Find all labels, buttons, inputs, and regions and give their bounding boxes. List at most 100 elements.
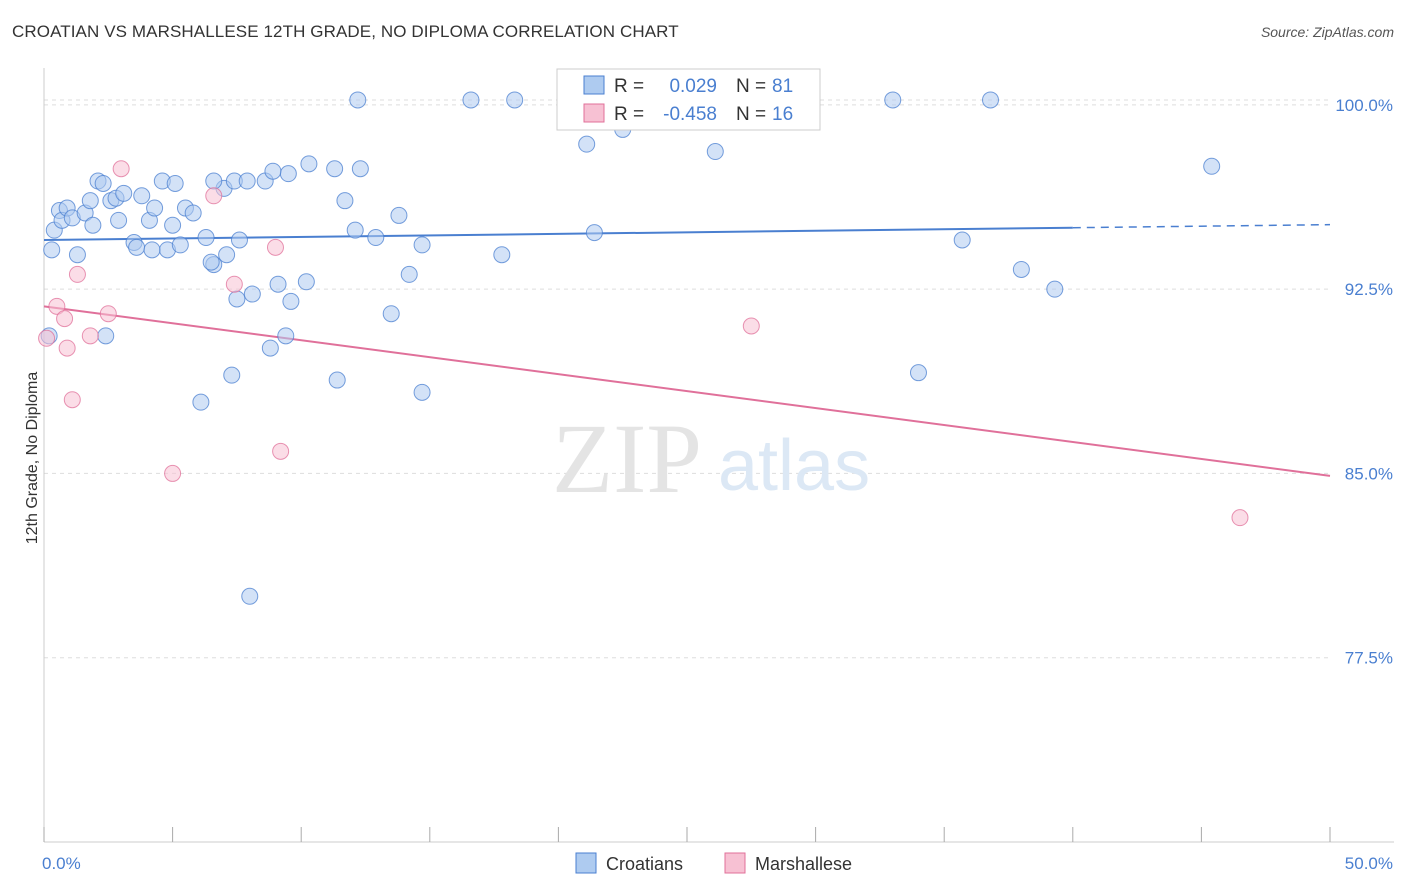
marshallese-point-6: [81, 327, 99, 345]
croatians-point-78: [205, 172, 223, 190]
croatians-point-19: [146, 199, 164, 217]
croatians-point-79: [230, 231, 248, 249]
y-tick-label-2: 92.5%: [1345, 280, 1393, 299]
croatians-point-41: [506, 91, 524, 109]
marshallese-point-14: [742, 317, 760, 335]
marshallese-point-10: [205, 187, 223, 205]
croatians-trend-extension: [1072, 223, 1331, 229]
croatians-point-60: [261, 339, 279, 357]
croatians-point-70: [351, 160, 369, 178]
stats-n-value-1: 81: [772, 76, 793, 97]
marshallese-point-2: [56, 310, 74, 328]
watermark-zip: ZIP: [552, 403, 702, 514]
watermark-atlas: atlas: [718, 426, 870, 506]
marshallese-point-7: [99, 305, 117, 323]
marshallese-point-0: [38, 329, 56, 347]
marshallese-point-11: [225, 275, 243, 293]
stats-legend: R = 0.029 N = 81 R = -0.458 N = 16: [556, 68, 821, 131]
x-tick-label-1: 50.0%: [1345, 854, 1393, 873]
legend-swatch-croatians: [575, 852, 597, 874]
croatians-point-45: [706, 143, 724, 161]
croatians-point-11: [94, 174, 112, 192]
croatians-point-55: [243, 285, 261, 303]
stats-r-label-1: R =: [614, 76, 644, 97]
y-tick-label-1: 85.0%: [1345, 464, 1393, 483]
data-points: [38, 91, 1249, 605]
croatians-point-61: [277, 327, 295, 345]
series-legend: Croatians Marshallese: [575, 852, 852, 874]
croatians-point-64: [241, 587, 259, 605]
croatians-point-17: [133, 187, 151, 205]
croatians-point-52: [1203, 157, 1221, 175]
x-tick-labels: 0.0% 50.0%: [42, 854, 1393, 873]
croatians-point-76: [493, 246, 511, 264]
marshallese-point-5: [68, 265, 86, 283]
croatians-point-69: [218, 246, 236, 264]
marshallese-point-13: [272, 442, 290, 460]
croatians-point-53: [202, 253, 220, 271]
croatians-point-6: [68, 246, 86, 264]
croatians-point-67: [143, 241, 161, 259]
marshallese-point-8: [112, 160, 130, 178]
croatians-point-23: [166, 174, 184, 192]
legend-swatch-marshallese: [724, 852, 746, 874]
y-tick-labels: 77.5% 85.0% 92.5% 100.0%: [1335, 96, 1393, 668]
croatians-point-63: [413, 383, 431, 401]
y-axis-title: 12th Grade, No Diploma: [24, 372, 41, 545]
croatians-point-22: [164, 216, 182, 234]
stats-swatch-marshallese: [583, 103, 605, 123]
croatians-point-56: [269, 275, 287, 293]
croatians-point-26: [197, 229, 215, 247]
axes: [43, 68, 1394, 843]
croatians-point-38: [382, 305, 400, 323]
marshallese-point-4: [63, 391, 81, 409]
stats-r-value-2: -0.458: [663, 104, 717, 125]
marshallese-point-1: [48, 297, 66, 315]
croatians-point-80: [400, 265, 418, 283]
croatians-point-49: [981, 91, 999, 109]
x-tick-label-0: 0.0%: [42, 854, 81, 873]
croatians-point-68: [171, 236, 189, 254]
croatians-point-71: [349, 91, 367, 109]
marshallese-point-9: [164, 464, 182, 482]
marshallese-point-12: [266, 238, 284, 256]
croatians-point-75: [390, 206, 408, 224]
stats-n-label-2: N =: [736, 104, 766, 125]
legend-label-croatians: Croatians: [606, 854, 683, 874]
croatians-point-59: [192, 393, 210, 411]
trend-lines: [43, 223, 1331, 477]
croatians-point-57: [282, 292, 300, 310]
croatians-point-9: [84, 216, 102, 234]
croatians-point-25: [184, 204, 202, 222]
chart-title: CROATIAN VS MARSHALLESE 12TH GRADE, NO D…: [12, 22, 679, 41]
croatians-point-58: [223, 366, 241, 384]
croatians-point-15: [115, 184, 133, 202]
croatians-point-0: [43, 241, 61, 259]
y-tick-label-0: 77.5%: [1345, 649, 1393, 668]
marshallese-point-15: [1231, 509, 1249, 527]
croatians-point-8: [81, 192, 99, 210]
croatians-point-51: [1046, 280, 1064, 298]
marshallese-point-3: [58, 339, 76, 357]
croatians-point-50: [1012, 260, 1030, 278]
croatians-point-48: [953, 231, 971, 249]
croatians-point-39: [413, 236, 431, 254]
croatians-point-66: [128, 238, 146, 256]
croatians-point-77: [585, 224, 603, 242]
stats-r-value-1: 0.029: [669, 76, 717, 97]
croatians-point-42: [578, 135, 596, 153]
croatians-point-54: [228, 290, 246, 308]
stats-n-value-2: 16: [772, 104, 793, 125]
croatians-point-36: [346, 221, 364, 239]
croatians-point-65: [97, 327, 115, 345]
croatians-point-46: [884, 91, 902, 109]
croatians-point-73: [264, 162, 282, 180]
croatians-point-34: [326, 160, 344, 178]
croatians-point-30: [238, 172, 256, 190]
y-tick-label-3: 100.0%: [1335, 96, 1393, 115]
croatians-point-37: [367, 229, 385, 247]
marshallese-trend-line: [43, 305, 1331, 477]
croatians-trend-line: [43, 226, 1073, 241]
legend-label-marshallese: Marshallese: [755, 854, 852, 874]
